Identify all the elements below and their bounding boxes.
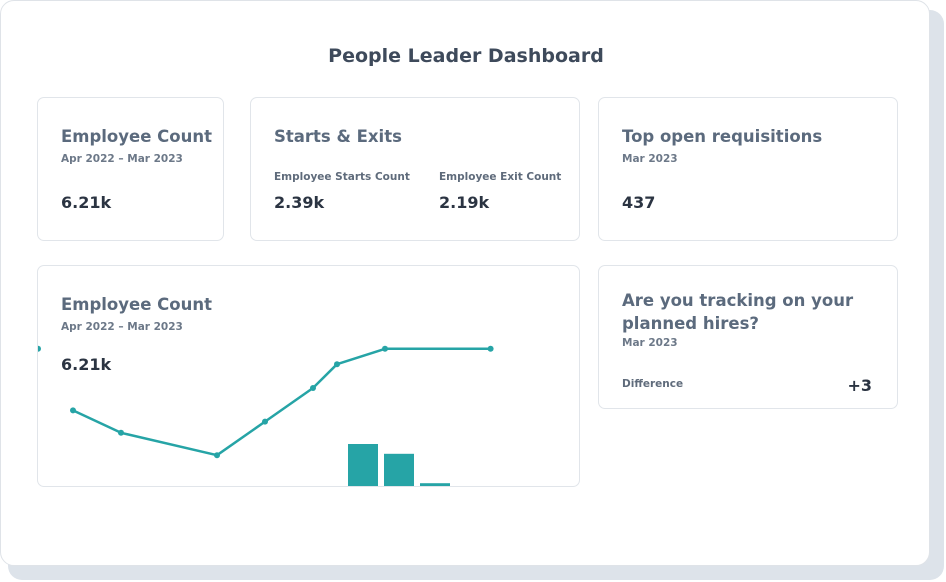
employee-count-card[interactable]: Employee Count Apr 2022 – Mar 2023 6.21k <box>37 97 224 241</box>
employee-count-period: Apr 2022 – Mar 2023 <box>61 153 183 165</box>
difference-value: +3 <box>847 376 872 395</box>
planned-hires-period: Mar 2023 <box>622 337 678 349</box>
chart-point <box>262 418 268 425</box>
dashboard-window: People Leader Dashboard Employee Count A… <box>0 0 930 566</box>
page-title: People Leader Dashboard <box>328 45 604 67</box>
open-requisitions-value: 437 <box>622 193 656 212</box>
employee-count-title: Employee Count <box>61 127 212 146</box>
starts-count-label: Employee Starts Count <box>274 171 410 183</box>
trend-card-title: Employee Count <box>61 295 212 314</box>
trend-card-value: 6.21k <box>61 355 112 374</box>
trend-card-period: Apr 2022 – Mar 2023 <box>61 321 183 333</box>
employee-count-trend-card[interactable]: Employee Count Apr 2022 – Mar 2023 6.21k <box>37 265 580 487</box>
chart-point <box>38 345 41 352</box>
chart-point <box>118 429 124 436</box>
open-requisitions-period: Mar 2023 <box>622 153 678 165</box>
chart-point <box>214 452 220 459</box>
chart-series-line <box>72 347 491 457</box>
difference-label: Difference <box>622 378 684 390</box>
open-requisitions-card[interactable]: Top open requisitions Mar 2023 437 <box>598 97 898 241</box>
planned-hires-title-line1: Are you tracking on your <box>622 291 854 310</box>
chart-bar <box>420 483 450 486</box>
chart-point <box>487 345 494 352</box>
chart-point <box>382 345 388 352</box>
starts-count-value: 2.39k <box>274 193 325 212</box>
exit-count-label: Employee Exit Count <box>439 171 562 183</box>
chart-bar <box>348 444 378 486</box>
planned-hires-title-line2: planned hires? <box>622 314 759 333</box>
open-requisitions-title: Top open requisitions <box>622 127 823 146</box>
employee-count-chart <box>38 345 494 486</box>
chart-point <box>310 385 316 391</box>
starts-exits-card[interactable]: Starts & Exits Employee Starts Count 2.3… <box>250 97 580 241</box>
chart-point <box>70 407 76 414</box>
chart-point <box>334 361 340 368</box>
exit-count-value: 2.19k <box>439 193 490 212</box>
starts-exits-title: Starts & Exits <box>274 127 402 146</box>
employee-count-value: 6.21k <box>61 193 112 212</box>
planned-hires-card[interactable]: Are you tracking on your planned hires? … <box>598 265 898 409</box>
chart-bar <box>384 453 414 486</box>
